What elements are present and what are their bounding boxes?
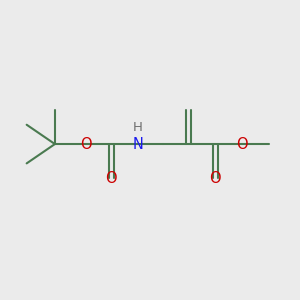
Text: O: O	[106, 171, 117, 186]
Text: O: O	[210, 171, 221, 186]
Text: N: N	[133, 136, 143, 152]
Text: O: O	[80, 136, 92, 152]
Text: O: O	[236, 136, 248, 152]
Text: H: H	[133, 121, 143, 134]
